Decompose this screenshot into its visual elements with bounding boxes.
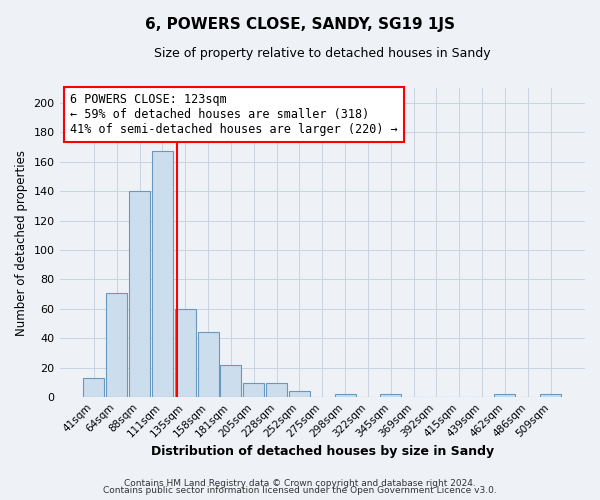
Text: 6, POWERS CLOSE, SANDY, SG19 1JS: 6, POWERS CLOSE, SANDY, SG19 1JS — [145, 18, 455, 32]
Bar — [266, 382, 287, 397]
Title: Size of property relative to detached houses in Sandy: Size of property relative to detached ho… — [154, 48, 491, 60]
Bar — [175, 309, 196, 397]
Bar — [197, 332, 218, 397]
Bar — [83, 378, 104, 397]
Bar — [335, 394, 356, 397]
Text: Contains HM Land Registry data © Crown copyright and database right 2024.: Contains HM Land Registry data © Crown c… — [124, 478, 476, 488]
X-axis label: Distribution of detached houses by size in Sandy: Distribution of detached houses by size … — [151, 444, 494, 458]
Bar — [494, 394, 515, 397]
Bar — [380, 394, 401, 397]
Bar — [106, 292, 127, 397]
Bar — [243, 382, 264, 397]
Text: 6 POWERS CLOSE: 123sqm
← 59% of detached houses are smaller (318)
41% of semi-de: 6 POWERS CLOSE: 123sqm ← 59% of detached… — [70, 92, 398, 136]
Bar — [129, 191, 150, 397]
Bar — [540, 394, 561, 397]
Bar — [220, 365, 241, 397]
Bar — [289, 392, 310, 397]
Y-axis label: Number of detached properties: Number of detached properties — [15, 150, 28, 336]
Text: Contains public sector information licensed under the Open Government Licence v3: Contains public sector information licen… — [103, 486, 497, 495]
Bar — [152, 152, 173, 397]
